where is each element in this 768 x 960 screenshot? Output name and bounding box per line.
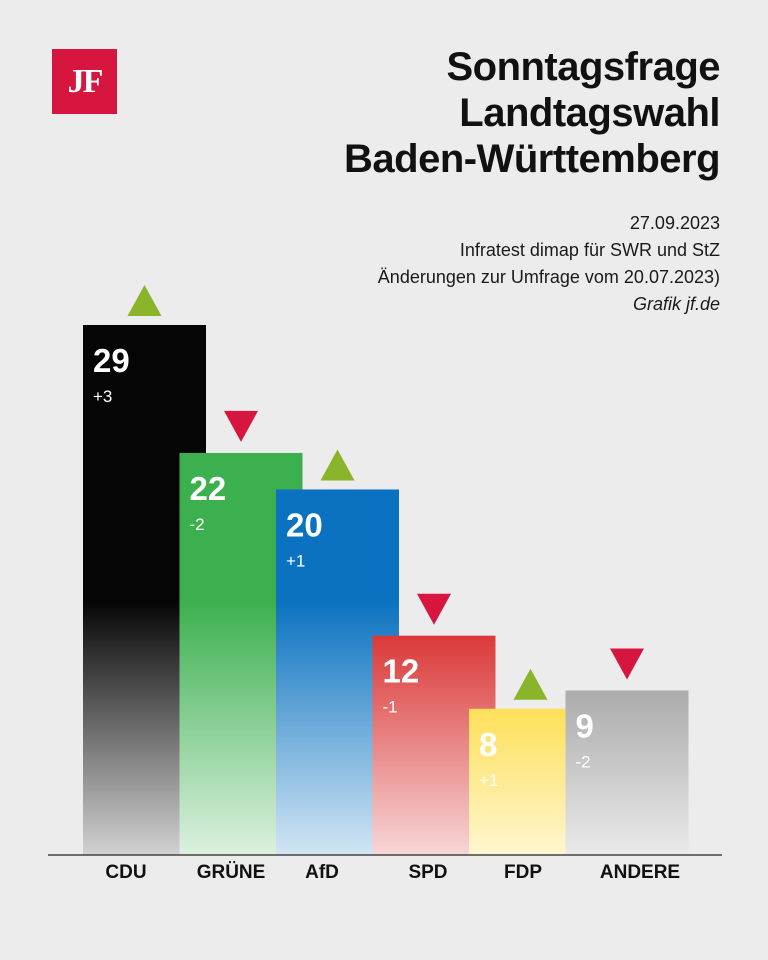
- value-label-grne: 22: [190, 470, 227, 507]
- value-label-andere: 9: [576, 708, 594, 745]
- trend-up-icon: [513, 668, 548, 700]
- poll-change-note: Änderungen zur Umfrage vom 20.07.2023): [377, 267, 720, 287]
- value-label-fdp: 8: [479, 726, 497, 763]
- trend-down-icon: [610, 648, 644, 680]
- title-line-2: Landtagswahl: [459, 91, 720, 135]
- value-label-afd: 20: [286, 506, 323, 543]
- change-label-afd: +1: [286, 551, 305, 570]
- title-line-3: Baden-Württemberg: [344, 137, 720, 181]
- category-label-cdu: CDU: [105, 862, 146, 883]
- jf-logo: JF: [52, 49, 117, 114]
- change-label-grne: -2: [190, 515, 205, 534]
- chart-meta: 27.09.2023 Infratest dimap für SWR und S…: [200, 210, 720, 318]
- change-label-cdu: +3: [93, 387, 112, 406]
- trend-down-icon: [417, 593, 451, 625]
- bar-fade-andere: [565, 690, 689, 855]
- change-label-spd: -1: [383, 698, 398, 717]
- poll-date: 27.09.2023: [629, 213, 720, 233]
- category-label-fdp: FDP: [504, 862, 542, 883]
- trend-down-icon: [224, 410, 258, 442]
- page-title: Sonntagsfrage Landtagswahl Baden-Württem…: [120, 44, 720, 182]
- trend-up-icon: [320, 449, 355, 481]
- poll-source: Infratest dimap für SWR und StZ: [459, 240, 720, 260]
- change-label-andere: -2: [576, 753, 591, 772]
- category-label-spd: SPD: [408, 862, 447, 883]
- category-label-andere: ANDERE: [600, 862, 680, 883]
- bar-group-andere: 9-2: [565, 648, 689, 855]
- category-label-afd: AfD: [305, 862, 339, 883]
- value-label-spd: 12: [383, 653, 420, 690]
- trend-up-icon: [127, 285, 162, 316]
- title-line-1: Sonntagsfrage: [446, 45, 720, 89]
- graphic-credit: Grafik jf.de: [632, 294, 720, 314]
- change-label-fdp: +1: [479, 771, 498, 790]
- category-label-grne: GRÜNE: [197, 862, 266, 883]
- value-label-cdu: 29: [93, 342, 130, 379]
